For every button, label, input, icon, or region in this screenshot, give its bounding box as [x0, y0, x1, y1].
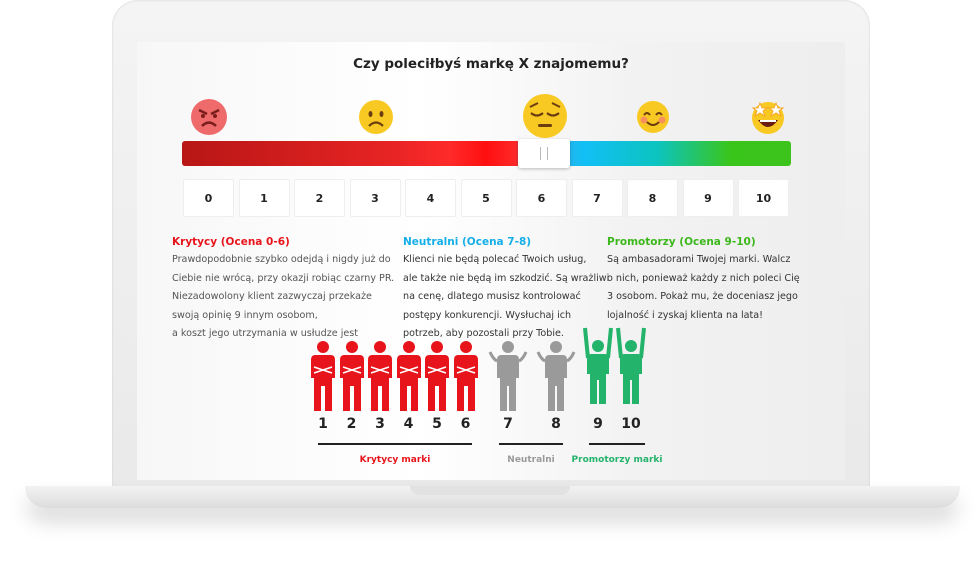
score-button-5[interactable]: 5: [460, 179, 512, 217]
nps-slider-handle[interactable]: [518, 139, 570, 168]
promoters-divider: [589, 443, 645, 445]
promoter-figure-icon: [616, 327, 646, 404]
nps-slider-track[interactable]: [182, 141, 791, 166]
detractors-text: Prawdopodobnie szybko odejdą i nigdy już…: [172, 254, 395, 340]
promoters-label: Promotorzy marki: [571, 455, 663, 465]
smiling-face-icon: [637, 101, 669, 133]
frowning-face-icon: [359, 100, 393, 134]
figure-number: 4: [403, 416, 414, 432]
score-button-8[interactable]: 8: [627, 179, 678, 217]
detractor-figure-icon: [311, 341, 335, 411]
passives-label: Neutralni: [507, 455, 555, 465]
detractors-label: Krytycy marki: [359, 455, 431, 465]
detractors-column: Krytycy (Ocena 0-6) Prawdopodobnie szybk…: [172, 233, 394, 343]
passives-divider: [499, 443, 563, 445]
promoter-figure-icon: [583, 327, 613, 404]
promoters-column: Promotorzy (Ocena 9-10) Są ambasadorami …: [607, 233, 800, 325]
passives-column: Neutralni (Ocena 7-8) Klienci nie będą p…: [403, 233, 609, 343]
promoters-heading: Promotorzy (Ocena 9-10): [607, 236, 756, 248]
score-button-3[interactable]: 3: [349, 179, 401, 217]
screen: Czy poleciłbyś markę X znajomemu? 0 1 2 …: [137, 42, 845, 480]
passive-figure-icon: [536, 341, 576, 411]
passive-figure-icon: [488, 341, 528, 411]
score-button-9[interactable]: 9: [682, 179, 734, 217]
score-button-6[interactable]: 6: [516, 179, 567, 217]
figure-number: 5: [432, 416, 442, 432]
figure-number: 9: [593, 416, 603, 432]
detractors-heading: Krytycy (Ocena 0-6): [172, 236, 290, 248]
score-button-2[interactable]: 2: [294, 179, 345, 217]
figure-number: 7: [503, 416, 513, 432]
question-title: Czy poleciłbyś markę X znajomemu?: [353, 56, 629, 72]
detractor-figure-icon: [339, 341, 364, 411]
figure-number: 6: [460, 416, 471, 432]
score-button-7[interactable]: 7: [571, 179, 623, 217]
detractor-figure-icon: [368, 341, 392, 411]
score-button-0[interactable]: 0: [183, 179, 234, 217]
figure-number: 2: [346, 416, 357, 432]
star-struck-face-icon: [751, 101, 785, 134]
passives-heading: Neutralni (Ocena 7-8): [403, 236, 532, 248]
figure-number: 10: [621, 416, 641, 432]
detractor-figure-icon: [453, 341, 478, 411]
figure-number: 3: [375, 416, 385, 432]
detractor-figure-icon: [396, 341, 421, 411]
detractor-figure-icon: [425, 341, 449, 411]
promoters-text: Są ambasadorami Twojej marki. Walcz o ni…: [607, 254, 800, 321]
detractors-divider: [318, 443, 472, 445]
angry-face-icon: [191, 99, 227, 135]
figure-number: 1: [318, 416, 328, 432]
laptop-notch: [410, 486, 570, 495]
figure-number: 8: [551, 416, 561, 432]
score-button-1[interactable]: 1: [238, 179, 290, 217]
passives-text: Klienci nie będą polecać Twoich usług, a…: [403, 254, 610, 340]
pensive-face-icon: [523, 94, 567, 138]
score-button-10[interactable]: 10: [738, 179, 789, 217]
laptop-base: [25, 486, 960, 508]
score-button-4[interactable]: 4: [405, 179, 456, 217]
